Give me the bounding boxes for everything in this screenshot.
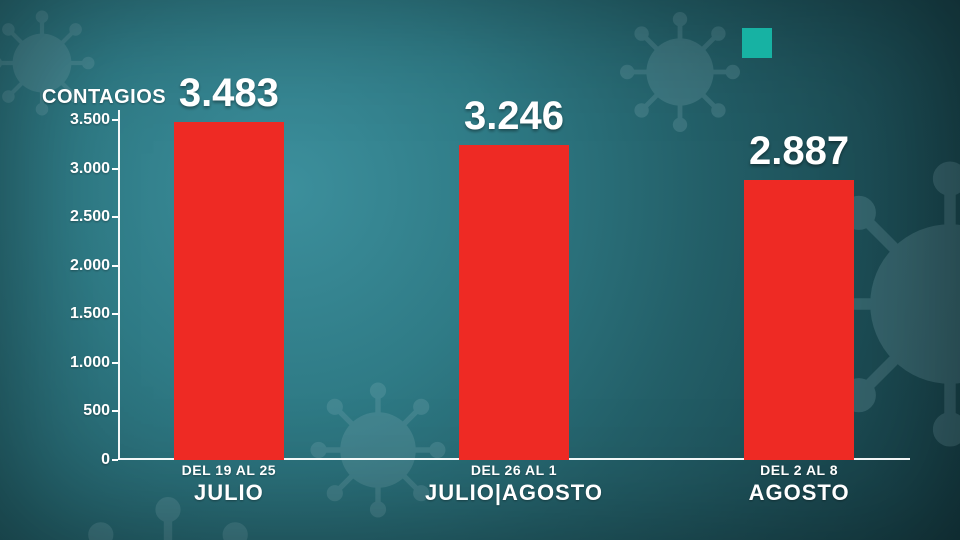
x-category: DEL 19 AL 25 JULIO [119,462,339,506]
x-labels: DEL 19 AL 25 JULIO DEL 26 AL 1 JULIO|AGOSTO… [118,462,910,522]
accent-square [742,28,772,58]
x-range-label: DEL 19 AL 25 [119,462,339,478]
x-range-label: DEL 26 AL 1 [404,462,624,478]
x-month-label: AGOSTO [689,480,909,506]
x-range-label: DEL 2 AL 8 [689,462,909,478]
stage: CONTAGIOS 05001.0001.5002.0002.5003.0003… [0,0,960,540]
y-tick-label: 2.000 [70,257,110,275]
bar: 2.887 [744,180,854,460]
x-month-label: JULIO|AGOSTO [404,480,624,506]
bars-container: 3.483 3.246 2.887 [118,120,910,460]
y-tick-label: 2.500 [70,208,110,226]
y-tick-label: 3.000 [70,160,110,178]
bar: 3.246 [459,145,569,460]
y-tick-label: 3.500 [70,111,110,129]
y-tick-label: 1.500 [70,305,110,323]
bar-value-label: 3.483 [179,71,279,116]
x-category: DEL 2 AL 8 AGOSTO [689,462,909,506]
chart-title: CONTAGIOS [42,86,166,109]
y-tick-label: 1.000 [70,354,110,372]
y-tick-label: 500 [83,402,110,420]
chart: 05001.0001.5002.0002.5003.0003.500 3.483… [40,120,920,460]
y-tick-label: 0 [101,451,110,469]
x-category: DEL 26 AL 1 JULIO|AGOSTO [404,462,624,506]
bar-value-label: 2.887 [749,129,849,174]
plot-area: 05001.0001.5002.0002.5003.0003.500 3.483… [118,120,910,460]
bar: 3.483 [174,122,284,460]
bar-value-label: 3.246 [464,94,564,139]
x-month-label: JULIO [119,480,339,506]
